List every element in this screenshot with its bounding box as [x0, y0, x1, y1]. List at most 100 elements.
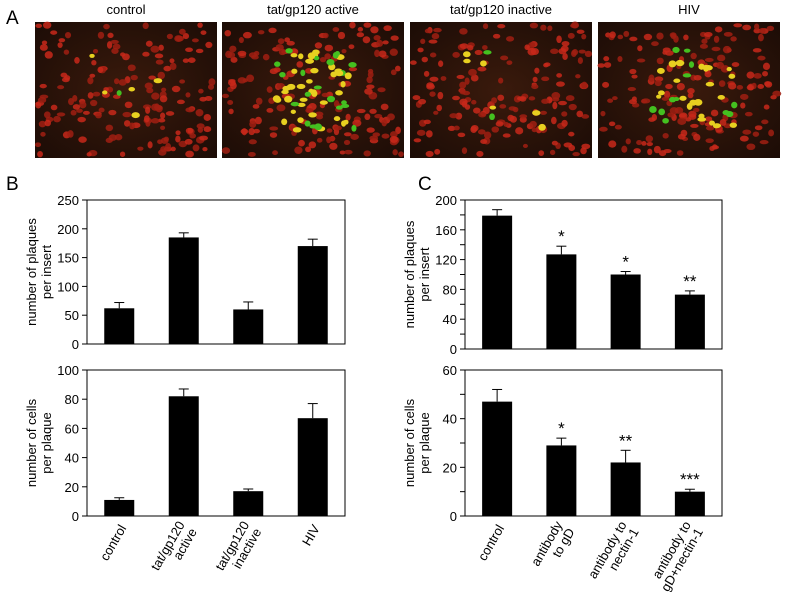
nucleus: [381, 133, 390, 139]
infected-cell: [656, 67, 665, 74]
nucleus: [382, 40, 389, 45]
nucleus: [667, 112, 675, 118]
infected-cell: [656, 94, 662, 99]
nucleus: [92, 48, 99, 54]
nucleus: [467, 45, 474, 51]
infected-cell: [489, 105, 497, 110]
nucleus: [418, 98, 427, 105]
nucleus: [508, 106, 517, 111]
infected-cell: [102, 90, 108, 95]
nucleus: [205, 41, 213, 49]
nucleus: [57, 42, 63, 48]
nucleus: [171, 85, 181, 93]
nucleus: [350, 133, 359, 140]
nucleus: [477, 129, 486, 135]
nucleus: [602, 81, 610, 88]
nucleus: [656, 32, 664, 40]
nucleus: [529, 120, 537, 128]
nucleus: [433, 27, 442, 33]
nucleus: [230, 56, 238, 63]
nucleus: [425, 150, 434, 157]
infected-cell: [313, 55, 320, 61]
nucleus: [266, 108, 274, 113]
nucleus: [144, 82, 153, 90]
nucleus: [544, 62, 551, 67]
nucleus: [641, 141, 647, 146]
infected-cell: [290, 53, 298, 58]
nucleus: [343, 139, 351, 145]
nucleus: [417, 47, 424, 53]
infected-cell: [343, 119, 349, 125]
nucleus: [524, 44, 530, 51]
micrograph: [409, 21, 593, 158]
bar: [674, 294, 705, 349]
nucleus: [352, 119, 362, 127]
infected-cell: [341, 100, 347, 105]
nucleus: [740, 102, 746, 109]
nucleus: [693, 75, 702, 81]
nucleus: [716, 61, 725, 69]
nucleus: [608, 140, 617, 148]
infected-cell: [314, 123, 323, 131]
nucleus: [43, 111, 51, 119]
nucleus: [428, 39, 438, 44]
infected-cell: [310, 67, 319, 74]
nucleus: [506, 60, 513, 65]
nucleus: [344, 149, 353, 155]
nucleus: [461, 147, 468, 155]
nucleus: [321, 92, 330, 98]
nucleus: [253, 128, 260, 134]
nucleus: [563, 142, 573, 148]
nucleus: [348, 67, 358, 72]
bar: [168, 396, 199, 516]
nucleus: [182, 58, 189, 63]
nucleus: [37, 150, 43, 158]
nucleus: [653, 145, 661, 154]
image-caption: control: [106, 2, 145, 17]
nucleus: [363, 150, 371, 157]
nucleus: [572, 49, 579, 56]
infected-cell: [304, 120, 311, 127]
nucleus: [257, 30, 265, 35]
micrograph: [34, 21, 217, 158]
nucleus: [421, 56, 429, 63]
nucleus: [739, 93, 749, 100]
nucleus: [114, 134, 123, 141]
nucleus: [471, 99, 477, 105]
nucleus: [752, 48, 762, 53]
infected-cell: [673, 97, 680, 102]
nucleus: [746, 143, 756, 151]
nucleus: [208, 78, 216, 86]
nucleus: [550, 48, 559, 55]
nucleus: [662, 47, 671, 53]
nucleus: [584, 50, 593, 58]
nucleus: [723, 31, 733, 37]
nucleus: [248, 127, 255, 136]
nucleus: [704, 57, 714, 62]
nucleus: [766, 25, 775, 31]
nucleus: [440, 76, 447, 81]
nucleus: [332, 27, 340, 32]
infected-cell: [131, 112, 140, 119]
nucleus: [370, 26, 379, 34]
nucleus: [97, 31, 105, 39]
nucleus: [389, 135, 399, 143]
infected-cell: [319, 100, 328, 105]
nucleus: [482, 23, 489, 30]
nucleus: [621, 145, 628, 153]
nucleus: [643, 33, 653, 41]
nucleus: [324, 44, 334, 52]
nucleus: [528, 96, 536, 101]
nucleus: [322, 32, 329, 39]
nucleus: [470, 126, 477, 134]
infected-cell: [351, 124, 357, 132]
y-tick-label: 40: [65, 451, 79, 466]
bar: [482, 215, 513, 349]
infected-cell: [285, 48, 293, 54]
nucleus: [762, 70, 768, 77]
bar: [546, 254, 577, 349]
nucleus: [362, 36, 371, 44]
y-tick-label: 0: [72, 337, 79, 352]
nucleus: [436, 104, 443, 112]
